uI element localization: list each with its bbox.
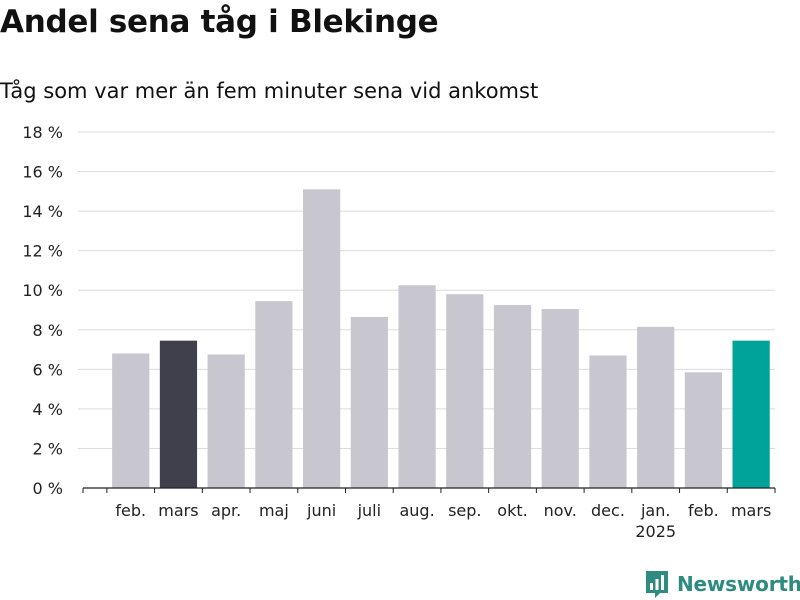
x-tick-label: dec. — [591, 501, 625, 520]
y-tick-label: 16 % — [22, 163, 63, 182]
y-tick-label: 2 % — [33, 439, 63, 458]
bar — [637, 326, 675, 488]
chart-title: Andel sena tåg i Blekinge — [0, 4, 439, 40]
x-tick-label: mars — [731, 501, 771, 520]
newsworthy-logo-icon — [646, 571, 668, 598]
x-tick-label: sep. — [448, 501, 481, 520]
x-tick-label: apr. — [211, 501, 241, 520]
bar — [398, 285, 436, 488]
y-tick-label: 12 % — [22, 242, 63, 261]
x-tick-label: feb. — [688, 501, 719, 520]
x-tick-label: mars — [158, 501, 198, 520]
x-tick-sublabel: 2025 — [635, 522, 676, 541]
bar — [732, 340, 770, 488]
y-tick-label: 18 % — [22, 123, 63, 142]
bar — [207, 354, 245, 488]
brand-name: Newsworthy — [677, 572, 800, 596]
x-tick-label: feb. — [115, 501, 146, 520]
x-axis: feb. mars apr. maj juni juli aug. sep. okt. nov. d… — [82, 487, 776, 541]
x-tick-label: jan. — [640, 501, 670, 520]
y-axis: 0 % 2 % 4 % 6 % 8 % 10 % 12 % 14 % 16 % 18 % — [22, 123, 63, 498]
brand-logo: Newsworthy — [644, 569, 800, 599]
x-tick-label: nov. — [544, 501, 577, 520]
bar — [159, 340, 198, 488]
chart-subtitle: Tåg som var mer än fem minuter sena vid … — [0, 79, 539, 103]
bar — [541, 309, 579, 488]
bars — [112, 189, 770, 488]
x-tick-label: juli — [357, 501, 381, 520]
bar — [684, 372, 723, 488]
bar — [350, 316, 388, 488]
y-tick-label: 8 % — [33, 321, 63, 340]
bar — [255, 301, 293, 488]
x-tick-label: juni — [306, 501, 336, 520]
bar — [446, 294, 484, 488]
bar — [112, 353, 150, 488]
bar — [589, 355, 627, 488]
y-tick-label: 4 % — [33, 400, 63, 419]
y-tick-label: 6 % — [33, 360, 63, 379]
y-tick-label: 0 % — [33, 479, 63, 498]
bar — [493, 305, 532, 488]
x-tick-label: okt. — [497, 501, 527, 520]
bar — [303, 189, 341, 488]
y-tick-label: 14 % — [22, 202, 63, 221]
x-tick-label: maj — [259, 501, 289, 520]
y-tick-label: 10 % — [22, 281, 63, 300]
x-tick-label: aug. — [399, 501, 434, 520]
